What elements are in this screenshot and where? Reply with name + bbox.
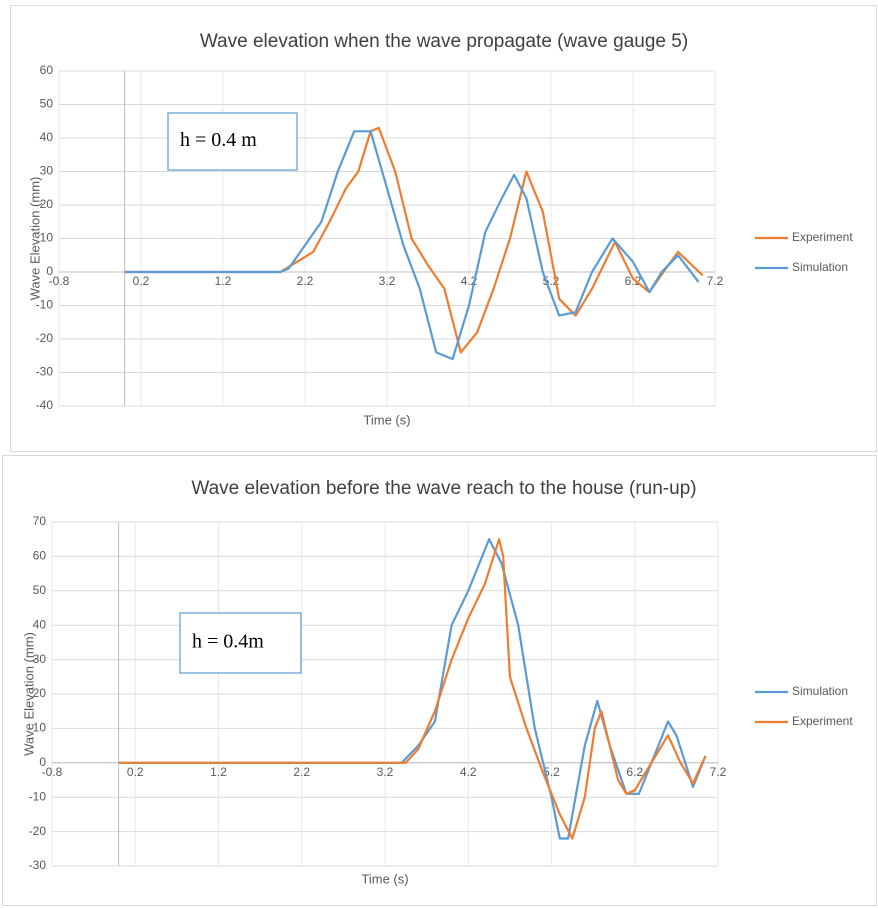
y-tick-label: -30 bbox=[36, 365, 54, 379]
x-tick-label: 7.2 bbox=[710, 765, 727, 779]
x-tick-label: 0.2 bbox=[133, 274, 150, 288]
y-tick-label: 20 bbox=[33, 686, 47, 700]
series-line bbox=[124, 126, 704, 354]
y-tick-label: 70 bbox=[33, 514, 47, 528]
annotation: h = 0.4m bbox=[192, 631, 264, 653]
series-line bbox=[118, 538, 707, 840]
x-tick-label: 1.2 bbox=[215, 274, 232, 288]
series-line bbox=[124, 130, 700, 361]
chart-frame bbox=[2, 455, 877, 906]
y-tick-label: -10 bbox=[29, 789, 47, 803]
x-tick-label: -0.8 bbox=[49, 274, 70, 288]
y-axis-label: Wave Elevation (mm) bbox=[27, 177, 42, 301]
y-tick-label: -20 bbox=[36, 331, 54, 345]
x-axis-label: Time (s) bbox=[361, 871, 408, 886]
x-tick-label: 5.2 bbox=[543, 765, 560, 779]
annotation-box bbox=[179, 612, 302, 674]
y-tick-label: 0 bbox=[39, 755, 46, 769]
y-tick-label: 20 bbox=[40, 197, 54, 211]
y-tick-label: -30 bbox=[29, 858, 47, 872]
x-tick-label: 2.2 bbox=[293, 765, 310, 779]
y-tick-label: -20 bbox=[29, 824, 47, 838]
x-tick-label: 7.2 bbox=[707, 274, 724, 288]
annotation-box bbox=[167, 112, 298, 171]
y-tick-label: 10 bbox=[33, 721, 47, 735]
y-tick-label: 10 bbox=[40, 231, 54, 245]
chart-frame bbox=[10, 5, 877, 452]
y-tick-label: 60 bbox=[40, 63, 54, 77]
y-tick-label: 60 bbox=[33, 549, 47, 563]
y-tick-label: 40 bbox=[33, 617, 47, 631]
y-tick-label: 30 bbox=[33, 652, 47, 666]
chart-title: Wave elevation before the wave reach to … bbox=[191, 478, 696, 499]
x-tick-label: 6.2 bbox=[626, 765, 643, 779]
y-axis-label: Wave Elevation (mm) bbox=[21, 632, 36, 756]
legend-label: Experiment bbox=[792, 230, 853, 244]
x-tick-label: 1.2 bbox=[210, 765, 227, 779]
y-tick-label: 30 bbox=[40, 164, 54, 178]
annotation: h = 0.4 m bbox=[180, 129, 257, 151]
legend-label: Simulation bbox=[792, 684, 848, 698]
legend-label: Simulation bbox=[792, 260, 848, 274]
y-tick-label: 0 bbox=[46, 264, 53, 278]
y-tick-label: 50 bbox=[40, 97, 54, 111]
x-tick-label: 4.2 bbox=[460, 765, 477, 779]
legend-label: Experiment bbox=[792, 714, 853, 728]
chart-title: Wave elevation when the wave propagate (… bbox=[200, 31, 688, 52]
x-tick-label: 3.2 bbox=[377, 765, 394, 779]
x-tick-label: 0.2 bbox=[127, 765, 144, 779]
x-tick-label: 2.2 bbox=[297, 274, 314, 288]
y-tick-label: 40 bbox=[40, 130, 54, 144]
x-axis-label: Time (s) bbox=[363, 412, 410, 427]
x-tick-label: 3.2 bbox=[379, 274, 396, 288]
x-tick-label: -0.8 bbox=[42, 765, 63, 779]
x-tick-label: 6.2 bbox=[625, 274, 642, 288]
series-line bbox=[118, 538, 707, 840]
y-tick-label: -40 bbox=[36, 398, 54, 412]
y-tick-label: 50 bbox=[33, 583, 47, 597]
y-tick-label: -10 bbox=[36, 298, 54, 312]
